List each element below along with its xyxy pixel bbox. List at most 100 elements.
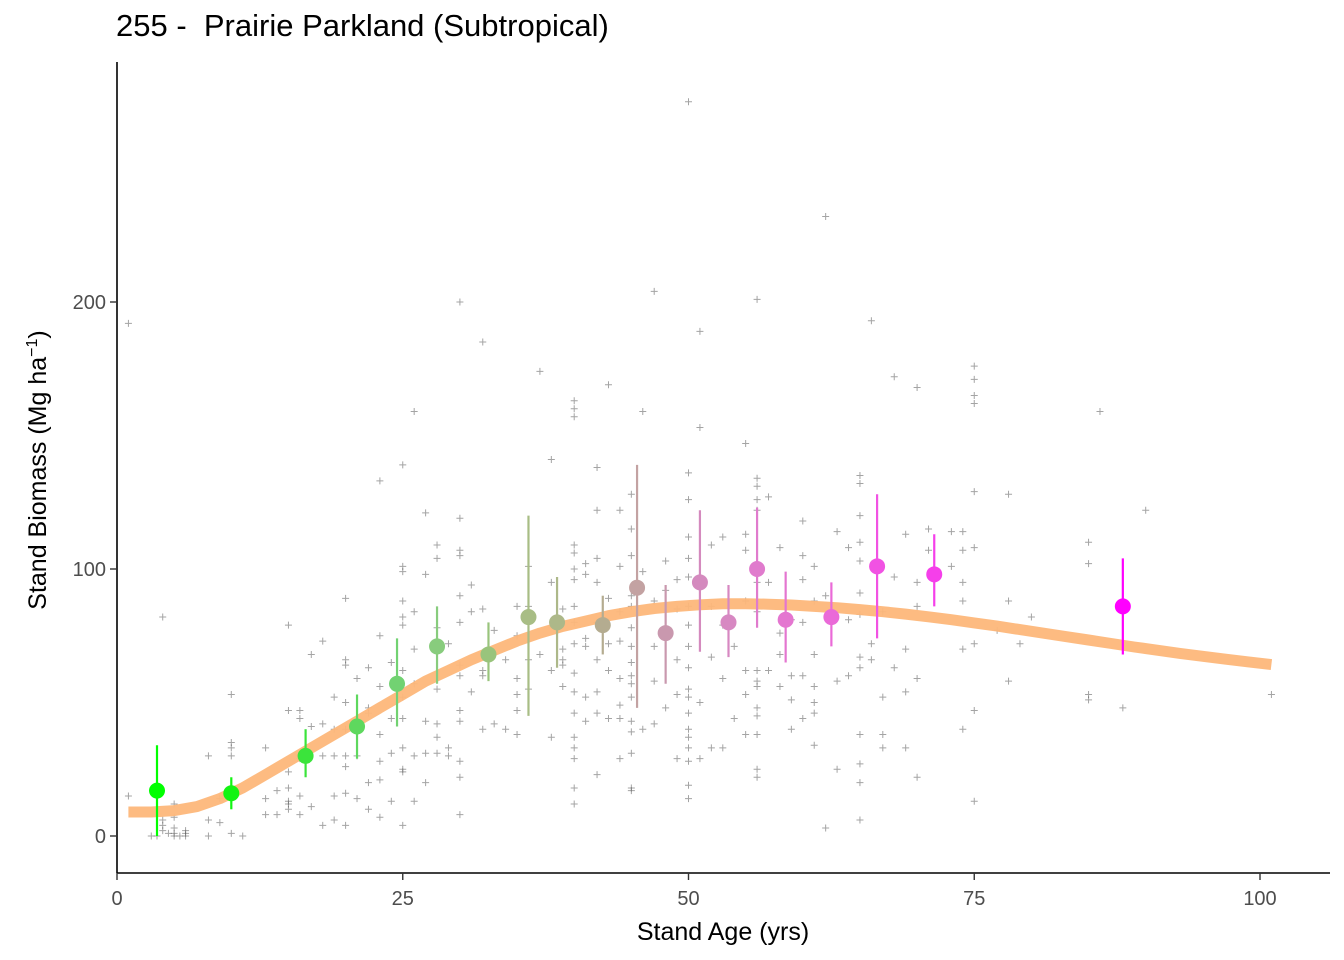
raw-point [570,640,578,648]
raw-point [422,570,430,578]
raw-point [559,645,567,653]
raw-point [799,618,807,626]
raw-point [696,423,704,431]
raw-point [685,795,692,803]
raw-point [604,666,612,674]
raw-point [170,829,178,837]
raw-point [696,755,704,763]
raw-point [570,565,578,573]
raw-point [444,752,452,760]
raw-point [719,533,727,541]
raw-point [753,474,761,482]
raw-point [227,829,235,837]
raw-point [765,578,773,586]
raw-point [685,573,692,581]
raw-point [479,666,487,674]
raw-point [376,682,384,690]
raw-point [685,642,692,650]
raw-point [650,720,658,728]
raw-point [456,757,464,765]
raw-point [410,797,418,805]
raw-point [422,749,430,757]
raw-point [810,699,818,706]
raw-point [753,666,761,674]
raw-point [685,664,692,672]
raw-point [650,642,658,650]
raw-point [673,690,681,698]
raw-point [593,464,601,472]
raw-point [845,616,853,624]
raw-point [227,739,235,747]
raw-point [890,573,898,581]
raw-point [593,506,601,514]
raw-point [570,709,578,717]
raw-point [685,554,692,562]
raw-point [227,690,235,698]
raw-point [513,690,521,698]
raw-point [387,797,395,805]
raw-point [616,562,624,570]
bin-mean-point [549,614,566,631]
raw-point [159,827,167,835]
raw-point [284,621,292,629]
raw-point [810,562,818,570]
raw-point [810,682,818,690]
raw-point [319,752,327,760]
raw-point [616,637,624,645]
raw-point [593,578,601,586]
raw-point [856,731,864,739]
raw-point [627,490,635,498]
raw-point [433,749,441,757]
raw-point [833,677,841,685]
raw-point [593,554,601,562]
raw-point [627,693,635,701]
raw-point [342,699,350,706]
raw-point [856,557,864,565]
raw-point [627,680,635,688]
raw-point [753,712,761,720]
x-tick-label: 100 [1243,888,1276,910]
raw-point [273,811,281,819]
raw-point [456,592,464,600]
raw-point [307,650,315,658]
raw-point [582,717,590,725]
raw-point [856,779,864,787]
raw-point [467,688,475,696]
raw-point [284,797,292,805]
raw-point [376,477,384,485]
raw-point [559,682,567,690]
raw-point [456,717,464,725]
raw-point [124,319,132,327]
raw-point [456,514,464,522]
raw-point [547,666,555,674]
raw-point [536,650,544,658]
raw-point [685,693,692,701]
raw-point [856,760,864,768]
raw-point [627,658,635,666]
raw-point [364,664,372,672]
raw-point [970,707,978,715]
raw-point [353,795,361,803]
raw-point [833,528,841,536]
raw-point [399,715,407,723]
raw-point [364,779,372,787]
raw-point [810,709,818,717]
raw-point [799,715,807,723]
raw-point [753,677,761,685]
raw-point [456,811,464,819]
raw-point [570,744,578,752]
raw-point [627,728,635,736]
raw-point [284,707,292,715]
raw-point [947,562,955,570]
raw-point [959,546,967,554]
raw-point [856,512,864,520]
raw-point [776,544,784,552]
raw-point [399,597,407,605]
raw-point [742,731,750,739]
raw-point [753,704,761,712]
raw-point [330,693,338,701]
raw-point [639,407,647,415]
x-tick-label: 75 [963,888,985,910]
raw-point [673,656,681,664]
raw-point [399,821,407,829]
